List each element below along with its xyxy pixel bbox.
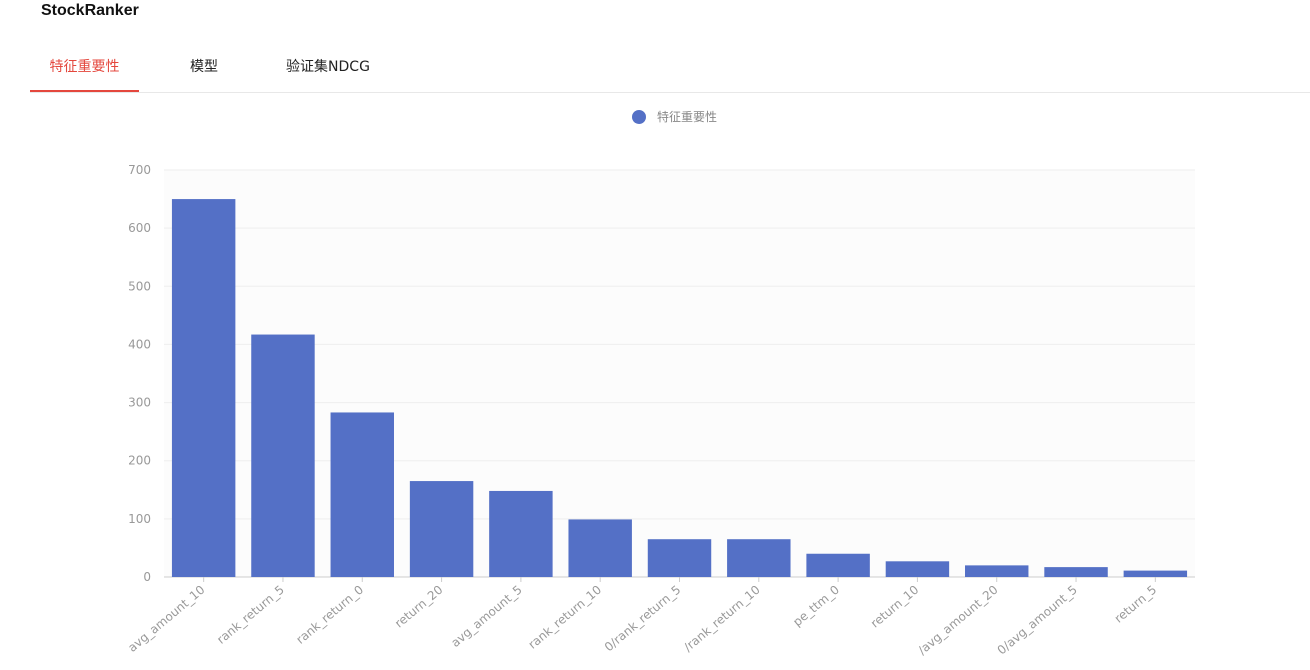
plot-background — [164, 170, 1195, 577]
bar — [409, 481, 474, 577]
bar — [330, 412, 394, 577]
y-tick-label: 600 — [128, 221, 151, 235]
x-tick-label: return_5 — [1112, 583, 1160, 626]
x-tick-label: return_10 — [868, 583, 921, 631]
legend-marker — [632, 110, 646, 124]
bar — [965, 565, 1029, 577]
bar — [251, 334, 315, 577]
tab-bar: 特征重要性 模型 验证集NDCG — [30, 50, 1310, 93]
x-tick-label: rank_return_0 — [293, 583, 366, 647]
x-tick-label: /rank_return_10 — [681, 583, 763, 655]
bar — [885, 561, 950, 577]
x-tick-label: pe_ttm_0 — [790, 583, 842, 630]
x-tick-label: avg_amount_10 — [125, 583, 207, 655]
x-tick-label: 0/avg_amount_5 — [995, 583, 1080, 658]
bar — [1123, 570, 1188, 577]
tab-feature-importance[interactable]: 特征重要性 — [30, 50, 139, 92]
x-tick-label: return_20 — [392, 583, 445, 631]
x-tick-label: rank_return_10 — [526, 583, 605, 652]
x-tick-label: avg_amount_5 — [448, 583, 524, 650]
chart-container: 特征重要性 0 100 200 300 400 500 600 700 avg_amount_1… — [0, 93, 1310, 666]
feature-importance-chart: 特征重要性 0 100 200 300 400 500 600 700 avg_amount_1… — [125, 109, 1195, 657]
bar — [806, 553, 870, 577]
x-tick-label: rank_return_5 — [214, 583, 287, 647]
x-tick-label: /avg_amount_20 — [915, 583, 1000, 658]
bar — [1044, 567, 1108, 577]
y-tick-label: 400 — [128, 337, 151, 351]
y-tick-label: 500 — [128, 279, 151, 293]
x-tick-label: 0/rank_return_5 — [602, 583, 684, 655]
app-title: StockRanker — [41, 2, 139, 19]
y-tick-label: 100 — [128, 512, 151, 526]
bar — [171, 199, 236, 578]
legend-label: 特征重要性 — [657, 109, 717, 124]
y-tick-label: 0 — [143, 570, 151, 584]
tab-validation-ndcg[interactable]: 验证集NDCG — [286, 59, 370, 75]
bar — [727, 539, 791, 577]
y-tick-label: 300 — [128, 396, 151, 410]
y-tick-label: 700 — [128, 163, 151, 177]
bar — [489, 490, 553, 577]
tab-model[interactable]: 模型 — [190, 59, 218, 75]
bar — [568, 519, 632, 577]
bar — [647, 539, 712, 577]
legend[interactable]: 特征重要性 — [632, 109, 717, 124]
y-tick-label: 200 — [128, 454, 151, 468]
